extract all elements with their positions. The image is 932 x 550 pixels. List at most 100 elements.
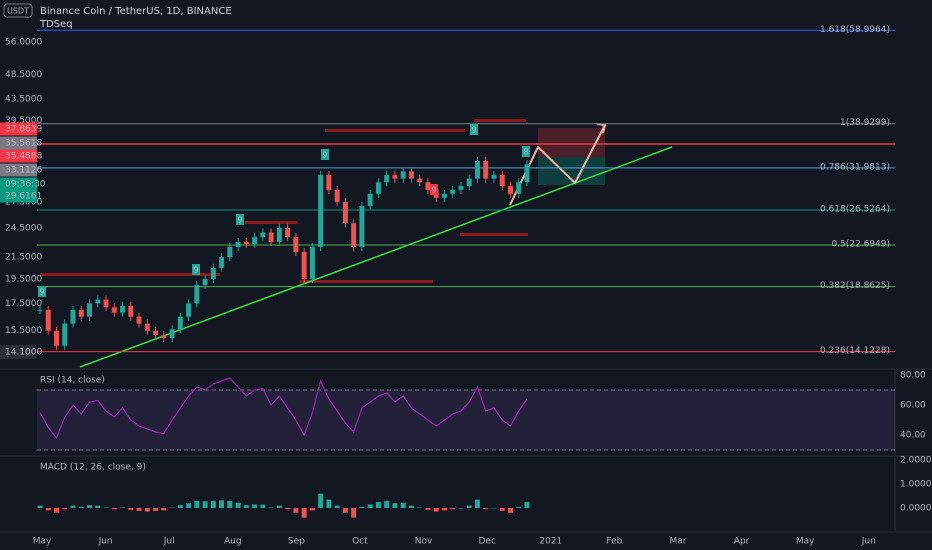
- macd-bar: [202, 501, 208, 508]
- fib-label: 1(38.9299): [840, 118, 890, 128]
- rsi-scale-label: 40.00: [900, 431, 926, 441]
- candle: [37, 309, 43, 311]
- candle: [252, 237, 258, 244]
- macd-bar: [351, 508, 357, 518]
- candle: [392, 174, 398, 179]
- time-label: Feb: [606, 537, 622, 547]
- candle: [202, 279, 208, 285]
- candle: [128, 306, 134, 317]
- macd-bar: [507, 508, 513, 513]
- td-label: 9: [471, 126, 476, 135]
- macd-bar: [103, 507, 109, 509]
- price-badge-text: 29.6161: [5, 192, 42, 202]
- price-label: 43.5000: [5, 94, 42, 104]
- time-label: Apr: [734, 537, 750, 547]
- td-badge: [192, 264, 200, 275]
- candle: [103, 299, 109, 308]
- macd-bar: [219, 500, 225, 508]
- td-label: 9: [431, 186, 436, 195]
- macd-bar: [177, 505, 183, 508]
- macd-bar: [318, 493, 324, 508]
- price-badge: [0, 189, 37, 203]
- candle: [276, 227, 282, 243]
- resistance-bar: [300, 280, 433, 283]
- resistance-bar: [245, 221, 297, 224]
- candle: [136, 316, 142, 324]
- price-badge-text: 35.4888: [5, 152, 42, 162]
- candle: [425, 182, 431, 190]
- macd-bar: [466, 505, 472, 508]
- candle: [417, 178, 423, 183]
- macd-bar: [375, 502, 381, 508]
- price-label: 56.0000: [5, 38, 42, 48]
- macd-bar: [144, 508, 150, 512]
- resistance-bar: [474, 119, 526, 122]
- price-badge-text: 09:36:30: [5, 180, 46, 190]
- candle: [268, 232, 274, 243]
- currency-badge[interactable]: [3, 3, 33, 18]
- fib-label: 0.236(14.1228): [820, 346, 890, 356]
- macd-bar: [516, 506, 522, 508]
- macd-bar: [169, 507, 175, 509]
- time-label: Dec: [478, 537, 495, 547]
- price-label: 19.5000: [5, 275, 42, 285]
- macd-bar: [400, 502, 406, 508]
- candle: [95, 299, 101, 304]
- macd-bar: [384, 500, 390, 508]
- candle: [367, 193, 373, 206]
- rsi-scale-label: 60.00: [900, 401, 926, 411]
- macd-bar: [227, 500, 233, 508]
- macd-bar: [161, 508, 167, 511]
- macd-bar: [499, 508, 505, 511]
- fib-label: 1.618(58.9964): [820, 25, 890, 35]
- candle: [466, 178, 472, 187]
- macd-bar: [252, 504, 258, 508]
- macd-scale-label: 1.0000: [900, 480, 932, 490]
- currency: USDT: [7, 7, 29, 16]
- macd-bar: [62, 508, 68, 510]
- candle: [408, 171, 414, 179]
- td-badge: [470, 124, 478, 135]
- macd-bar: [301, 508, 307, 518]
- candle: [285, 227, 291, 238]
- candle: [474, 160, 480, 179]
- macd-bar: [309, 508, 315, 511]
- td-label: 8: [523, 148, 528, 157]
- td-badge: [321, 149, 329, 160]
- macd-bar: [78, 506, 84, 508]
- resistance-bar: [460, 233, 528, 236]
- candle: [400, 171, 406, 179]
- candle: [441, 193, 447, 198]
- candle: [120, 306, 126, 313]
- candle: [111, 307, 117, 313]
- candle: [260, 232, 266, 238]
- price-badge: [0, 122, 37, 136]
- candle: [235, 242, 241, 247]
- macd-bar: [153, 508, 159, 511]
- candle: [177, 316, 183, 330]
- candle: [70, 309, 76, 324]
- candle: [194, 284, 200, 304]
- time-label: Oct: [352, 537, 368, 547]
- time-label: 2021: [539, 537, 562, 547]
- candle: [87, 303, 93, 317]
- trendline: [79, 146, 673, 368]
- rsi-scale-label: 80.00: [900, 371, 926, 381]
- resistance-bar: [40, 273, 220, 276]
- macd-bar: [37, 505, 43, 508]
- macd-bar: [136, 508, 142, 511]
- rsi-line: [39, 377, 528, 440]
- time-label: Jun: [861, 537, 876, 547]
- price-badge: [0, 163, 37, 177]
- candle: [153, 330, 159, 336]
- macd-bar: [70, 505, 76, 508]
- candle: [301, 252, 307, 280]
- macd-bar: [491, 508, 497, 509]
- macd-bar: [441, 508, 447, 511]
- price-badge-text: 33.1126: [5, 166, 42, 176]
- time-label: Aug: [224, 537, 242, 547]
- candle: [227, 246, 233, 258]
- td-badge: [430, 184, 438, 195]
- candle: [507, 186, 513, 194]
- candle: [491, 174, 497, 179]
